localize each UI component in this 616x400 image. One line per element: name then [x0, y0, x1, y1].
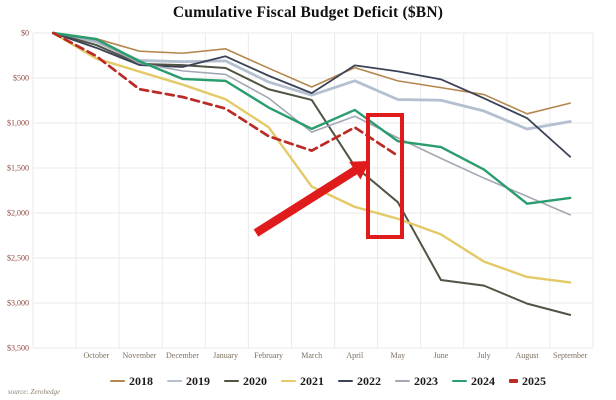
x-axis-month-label: September: [553, 351, 588, 360]
legend-label-2021: 2021: [300, 373, 324, 388]
legend-swatch-2020: [224, 379, 239, 383]
y-axis-tick-label: $0: [21, 29, 29, 38]
legend-label-2018: 2018: [129, 373, 153, 388]
y-axis-tick-label: $1,000: [7, 119, 29, 128]
x-axis-month-label: July: [477, 351, 490, 360]
legend-swatch-2025: [509, 379, 518, 383]
legend-swatch-2019: [167, 379, 182, 383]
deficit-line-chart: $0 $500 $1,000 $1,500 $2,000 $2,500 $3,000 $3,5…: [7, 29, 594, 360]
x-axis-month-label: January: [213, 351, 238, 360]
legend-item-2024: 2024: [452, 374, 495, 389]
annotation-highlight-box: [366, 113, 404, 239]
series-line-2025: [51, 31, 400, 158]
legend-swatch-2022: [338, 379, 353, 383]
x-axis-month-label: November: [123, 351, 157, 360]
annotation-arrow: [253, 161, 370, 237]
chart-legend: 2018 2019 2020 2021 2022 2023 2024 2025: [40, 370, 616, 392]
series-line-2020: [52, 32, 572, 316]
source-note: source: Zerohedge: [8, 388, 61, 396]
y-axis-tick-label: $500: [13, 74, 29, 83]
legend-item-2025: 2025: [509, 374, 546, 389]
legend-swatch-2018: [110, 379, 125, 383]
x-axis-month-label: April: [346, 351, 364, 360]
legend-label-2023: 2023: [414, 373, 438, 388]
legend-item-2019: 2019: [167, 374, 210, 389]
legend-swatch-2021: [281, 379, 296, 383]
y-axis-tick-label: $3,000: [7, 299, 29, 308]
x-axis-month-label: August: [516, 351, 540, 360]
series-line-2018: [52, 32, 571, 115]
y-axis-tick-label: $2,000: [7, 209, 29, 218]
y-axis-tick-label: $3,500: [7, 344, 29, 353]
x-axis-month-label: March: [301, 351, 322, 360]
x-axis-month-label: May: [391, 351, 406, 360]
y-axis-tick-label: $2,500: [7, 254, 29, 263]
series-line-2024: [52, 31, 572, 205]
legend-label-2022: 2022: [357, 373, 381, 388]
legend-label-2020: 2020: [243, 373, 267, 388]
series-line-2022: [52, 32, 572, 158]
chart-title: Cumulative Fiscal Budget Deficit ($BN): [172, 4, 444, 21]
x-axis-month-label: December: [166, 351, 199, 360]
legend-item-2020: 2020: [224, 374, 267, 389]
legend-label-2024: 2024: [471, 373, 495, 388]
x-axis-month-label: June: [434, 351, 449, 360]
legend-swatch-2023: [395, 379, 410, 383]
legend-item-2023: 2023: [395, 374, 438, 389]
x-axis-month-label: October: [83, 351, 109, 360]
y-axis-tick-label: $1,500: [7, 164, 29, 173]
legend-label-2025: 2025: [522, 373, 546, 388]
series-line-2021: [52, 31, 572, 284]
legend-label-2019: 2019: [186, 373, 210, 388]
legend-item-2021: 2021: [281, 374, 324, 389]
series-line-2023: [52, 32, 571, 216]
legend-item-2022: 2022: [338, 374, 381, 389]
x-axis-month-label: February: [254, 351, 283, 360]
legend-swatch-2024: [452, 379, 467, 383]
legend-item-2018: 2018: [110, 374, 153, 389]
